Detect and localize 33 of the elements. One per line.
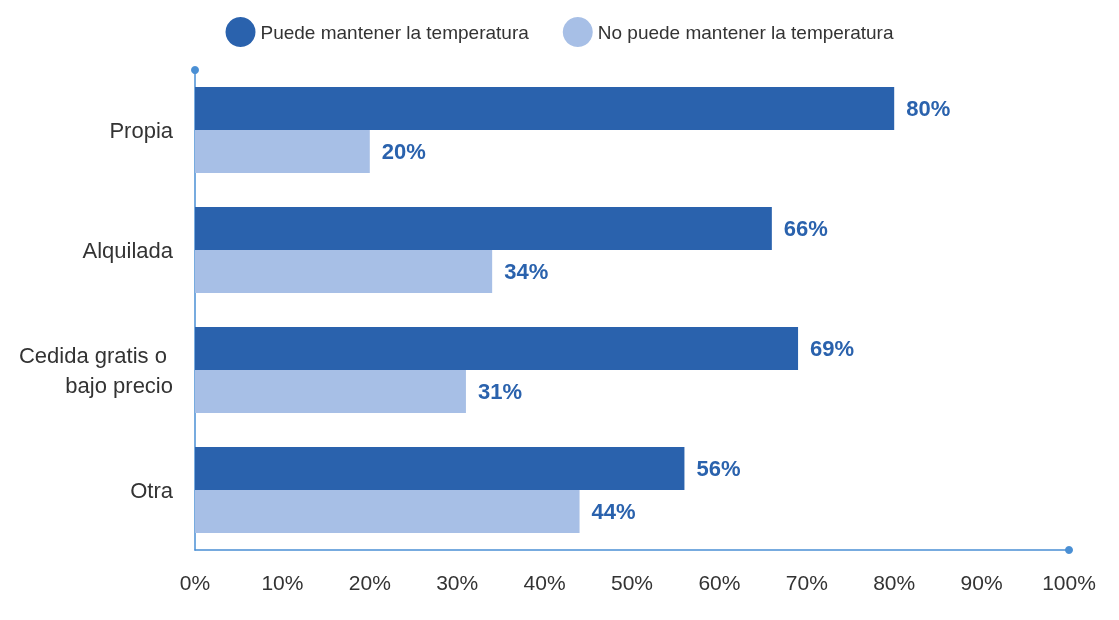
bar <box>195 447 685 490</box>
bar <box>195 370 466 413</box>
data-label: 69% <box>810 336 855 361</box>
bar <box>195 87 895 130</box>
x-tick-label: 100% <box>1042 571 1096 594</box>
x-tick-label: 90% <box>960 571 1003 594</box>
bar <box>195 327 799 370</box>
x-tick-label: 40% <box>523 571 566 594</box>
bar <box>195 207 772 250</box>
legend-label: No puede mantener la temperatura <box>597 21 894 43</box>
x-tick-label: 10% <box>261 571 304 594</box>
data-label: 44% <box>591 499 636 524</box>
x-tick-label: 60% <box>698 571 741 594</box>
x-tick-label: 0% <box>179 571 211 594</box>
x-tick-label: 20% <box>348 571 391 594</box>
x-tick-label: 70% <box>785 571 828 594</box>
x-tick-label: 30% <box>436 571 479 594</box>
x-tick-label: 80% <box>873 571 916 594</box>
y-tick-label: Alquilada <box>82 237 174 263</box>
legend-label: Puede mantener la temperatura <box>260 21 530 43</box>
bar <box>195 490 580 533</box>
data-label: 34% <box>504 259 549 284</box>
y-tick-label: Otra <box>130 477 174 503</box>
data-label: 20% <box>381 139 426 164</box>
data-label: 31% <box>477 379 522 404</box>
bar <box>195 250 493 293</box>
y-tick-label: Cedida gratis o bajo precio <box>18 342 173 398</box>
x-tick-label: 50% <box>610 571 654 594</box>
data-label: 66% <box>783 216 828 241</box>
y-tick-label: Propia <box>109 117 174 143</box>
data-label: 56% <box>696 456 741 481</box>
bar <box>195 130 370 173</box>
data-label: 80% <box>906 96 951 121</box>
